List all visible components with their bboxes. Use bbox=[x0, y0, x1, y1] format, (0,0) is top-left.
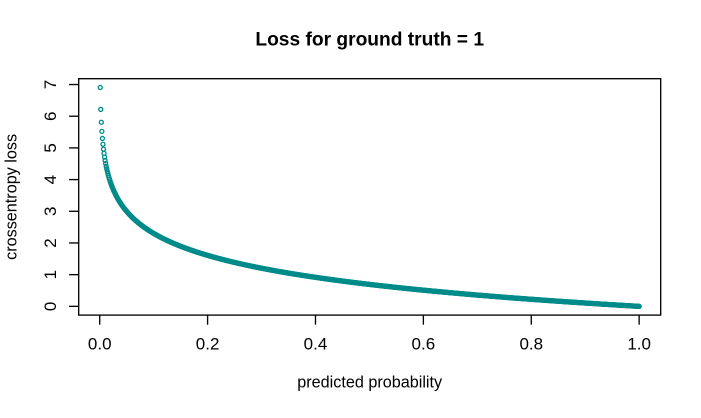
svg-text:predicted probability: predicted probability bbox=[297, 373, 443, 391]
svg-text:crossentropy loss: crossentropy loss bbox=[3, 134, 21, 260]
svg-text:0.0: 0.0 bbox=[88, 335, 112, 354]
svg-text:1.0: 1.0 bbox=[627, 335, 651, 354]
svg-text:2: 2 bbox=[41, 238, 60, 247]
svg-text:0.8: 0.8 bbox=[519, 335, 543, 354]
svg-text:0.2: 0.2 bbox=[196, 335, 220, 354]
svg-text:5: 5 bbox=[41, 143, 60, 152]
svg-text:3: 3 bbox=[41, 207, 60, 216]
svg-text:0.6: 0.6 bbox=[412, 335, 436, 354]
svg-text:6: 6 bbox=[41, 111, 60, 120]
svg-text:Loss for ground truth = 1: Loss for ground truth = 1 bbox=[255, 29, 484, 50]
svg-text:1: 1 bbox=[41, 270, 60, 279]
svg-text:0: 0 bbox=[41, 302, 60, 311]
svg-text:4: 4 bbox=[41, 175, 60, 184]
svg-text:0.4: 0.4 bbox=[304, 335, 328, 354]
svg-text:7: 7 bbox=[41, 80, 60, 89]
